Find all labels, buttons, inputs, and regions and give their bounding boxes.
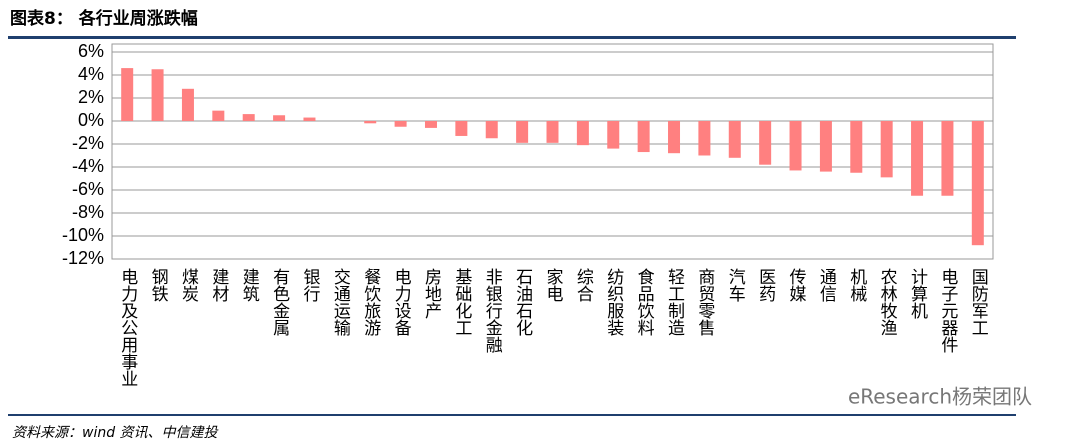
y-tick-label: 4% [78, 64, 104, 84]
bar [485, 121, 498, 139]
bar [364, 121, 377, 124]
x-tick-label: 交通运输 [330, 268, 351, 337]
bar [819, 121, 832, 172]
x-tick-label: 通信 [816, 268, 837, 302]
x-tick-label: 国防军工 [968, 268, 989, 336]
x-tick-label: 商贸零售 [694, 268, 715, 336]
x-tick-label: 建筑 [239, 268, 260, 302]
x-tick-label: 家电 [543, 268, 563, 302]
bar [546, 121, 559, 143]
bar [212, 110, 225, 121]
x-tick-label: 食品饮料 [634, 268, 655, 336]
x-tick-label: 有色金属 [269, 268, 290, 336]
x-tick-label: 煤炭 [178, 268, 199, 302]
x-tick-label: 电力及公用事业 [117, 268, 138, 387]
y-tick-label: 0% [78, 110, 104, 130]
bar [698, 121, 711, 156]
bar [121, 68, 134, 121]
x-tick-label: 农林牧渔 [877, 268, 898, 336]
bar [911, 121, 924, 196]
footer-rule [8, 414, 1016, 416]
x-tick-label: 汽车 [725, 268, 746, 302]
x-tick-label: 建材 [208, 268, 229, 302]
bar [394, 121, 407, 127]
x-tick-label: 钢铁 [148, 268, 169, 302]
x-tick-label: 基础化工 [451, 268, 472, 336]
bar [637, 121, 650, 153]
bar [424, 121, 437, 128]
header-rule [8, 36, 1016, 39]
x-tick-label: 轻工制造 [664, 268, 685, 336]
bar [151, 69, 164, 121]
x-tick-label: 机械 [846, 268, 867, 302]
x-tick-label: 石油石化 [512, 268, 533, 336]
bar [303, 117, 316, 121]
y-tick-label: -4% [72, 156, 104, 176]
x-tick-label: 房地产 [421, 268, 442, 319]
bar [576, 121, 589, 146]
bar [242, 114, 255, 121]
x-tick-label: 电力设备 [391, 268, 412, 336]
x-tick-label: 医药 [755, 268, 776, 303]
bar [668, 121, 681, 154]
y-tick-label: -8% [72, 202, 104, 222]
y-tick-label: 6% [78, 41, 104, 61]
bar [607, 121, 620, 149]
x-tick-label: 银行 [299, 268, 320, 303]
bar [181, 88, 194, 121]
y-tick-label: -6% [72, 179, 104, 199]
x-tick-label: 综合 [573, 268, 594, 302]
bar [850, 121, 863, 173]
source-note: 资料来源：wind 资讯、中信建投 [12, 425, 220, 441]
x-tick-label: 电子元器件 [937, 268, 958, 353]
watermark: eResearch杨荣团队 [848, 385, 1032, 409]
bar [728, 121, 741, 158]
y-tick-label: -2% [72, 133, 104, 153]
x-tick-label: 计算机 [907, 268, 928, 319]
bar [455, 121, 468, 136]
x-tick-label: 非银行金融 [482, 268, 503, 354]
chart-title: 图表8： 各行业周涨跌幅 [10, 8, 198, 29]
bar [516, 121, 529, 143]
bar [971, 121, 984, 246]
bar [789, 121, 802, 171]
x-tick-label: 传媒 [786, 268, 807, 302]
x-tick-label: 餐饮旅游 [360, 268, 381, 336]
bar [941, 121, 954, 196]
y-tick-label: -10% [62, 225, 104, 245]
x-tick-label: 纺织服装 [603, 268, 624, 336]
bar [273, 115, 286, 121]
y-tick-label: -12% [62, 248, 104, 268]
bar [759, 121, 772, 165]
y-tick-label: 2% [78, 87, 104, 107]
bar [880, 121, 893, 178]
